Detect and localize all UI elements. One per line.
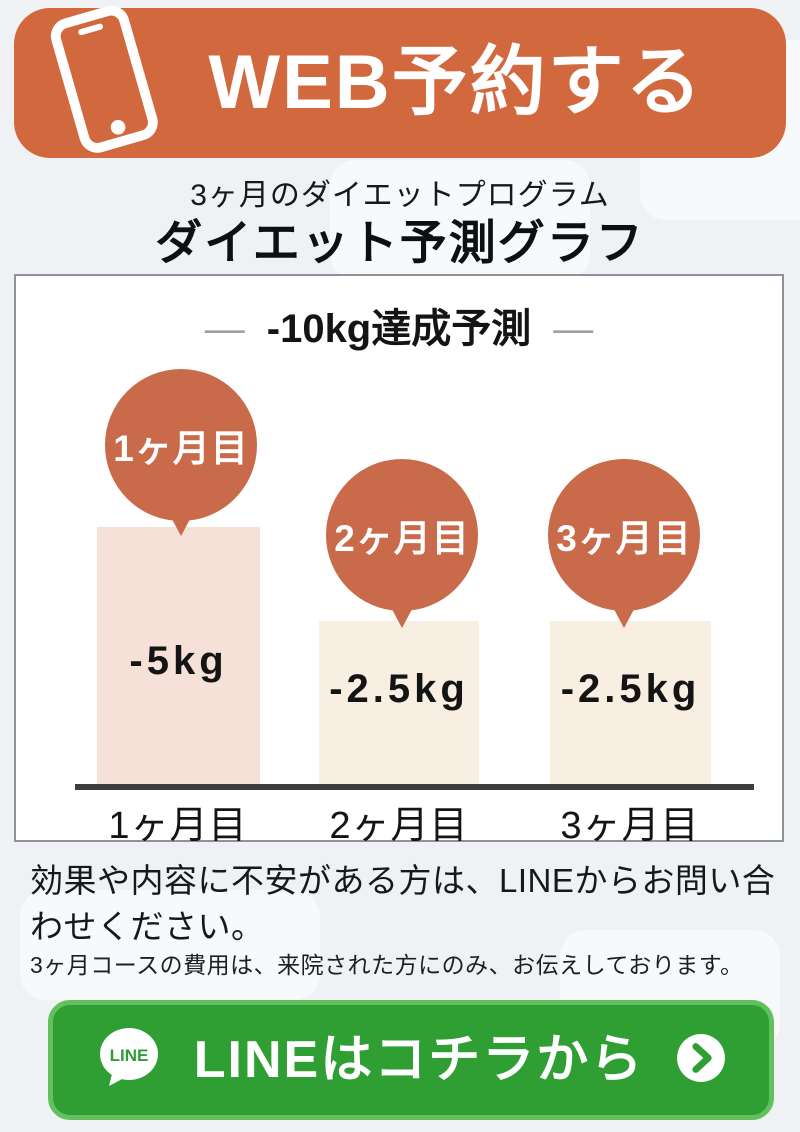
chart-title-dash-left: —	[204, 307, 245, 351]
line-button-label: LINEはコチラから	[193, 1031, 645, 1089]
line-contact-button[interactable]: LINE LINEはコチラから	[48, 1000, 774, 1120]
bar-value-label: -5kg	[129, 639, 228, 683]
bar-value-label: -2.5kg	[329, 667, 469, 711]
bubble-tail-icon	[387, 600, 417, 628]
x-axis-label-month-2: 2ヶ月目	[329, 805, 469, 847]
chart-title-text: -10kg達成予測	[266, 307, 532, 351]
background-tile	[20, 890, 320, 1000]
bubble-tail-icon	[166, 508, 196, 536]
smartphone-icon	[22, 0, 185, 173]
chart-title-dash-right: —	[553, 307, 594, 351]
web-reservation-button[interactable]: WEB予約する	[14, 5, 786, 158]
bubble-month-2: 2ヶ月目	[326, 459, 478, 611]
x-axis-label-month-1: 1ヶ月目	[108, 805, 248, 847]
contact-note: 効果や内容に不安がある方は、LINEからお問い合わせください。	[30, 862, 776, 946]
diet-prediction-chart: — -10kg達成予測 — -5kg -2.5kg -2.5kg 1ヶ月目 2ヶ月目…	[14, 274, 784, 847]
page-title: ダイエット予測グラフ	[155, 216, 645, 269]
bubble-label: 2ヶ月目	[334, 518, 470, 559]
bubble-month-3: 3ヶ月目	[548, 459, 700, 611]
bubble-label: 1ヶ月目	[113, 428, 249, 469]
bar-month-1: -5kg	[97, 527, 260, 784]
x-axis-label-month-3: 3ヶ月目	[560, 805, 700, 847]
bar-value-label: -2.5kg	[560, 667, 701, 711]
bubble-month-1: 1ヶ月目	[105, 369, 257, 521]
background-tile	[330, 160, 590, 280]
chart-title: — -10kg達成予測 —	[16, 296, 782, 354]
bar-month-2: -2.5kg	[319, 621, 479, 784]
bubble-label: 3ヶ月目	[556, 518, 692, 559]
x-axis-line	[75, 784, 754, 790]
bubble-tail-icon	[609, 600, 639, 628]
bar-month-3: -2.5kg	[550, 621, 711, 784]
web-reservation-label: WEB予約する	[208, 40, 704, 125]
program-subtitle: 3ヶ月のダイエットプログラム	[190, 179, 610, 212]
chevron-right-icon	[676, 1033, 726, 1088]
line-logo-icon: LINE	[96, 1025, 162, 1096]
price-note: 3ヶ月コースの費用は、来院された方にのみ、お伝えしております。	[30, 952, 744, 978]
line-logo-text: LINE	[109, 1046, 148, 1065]
